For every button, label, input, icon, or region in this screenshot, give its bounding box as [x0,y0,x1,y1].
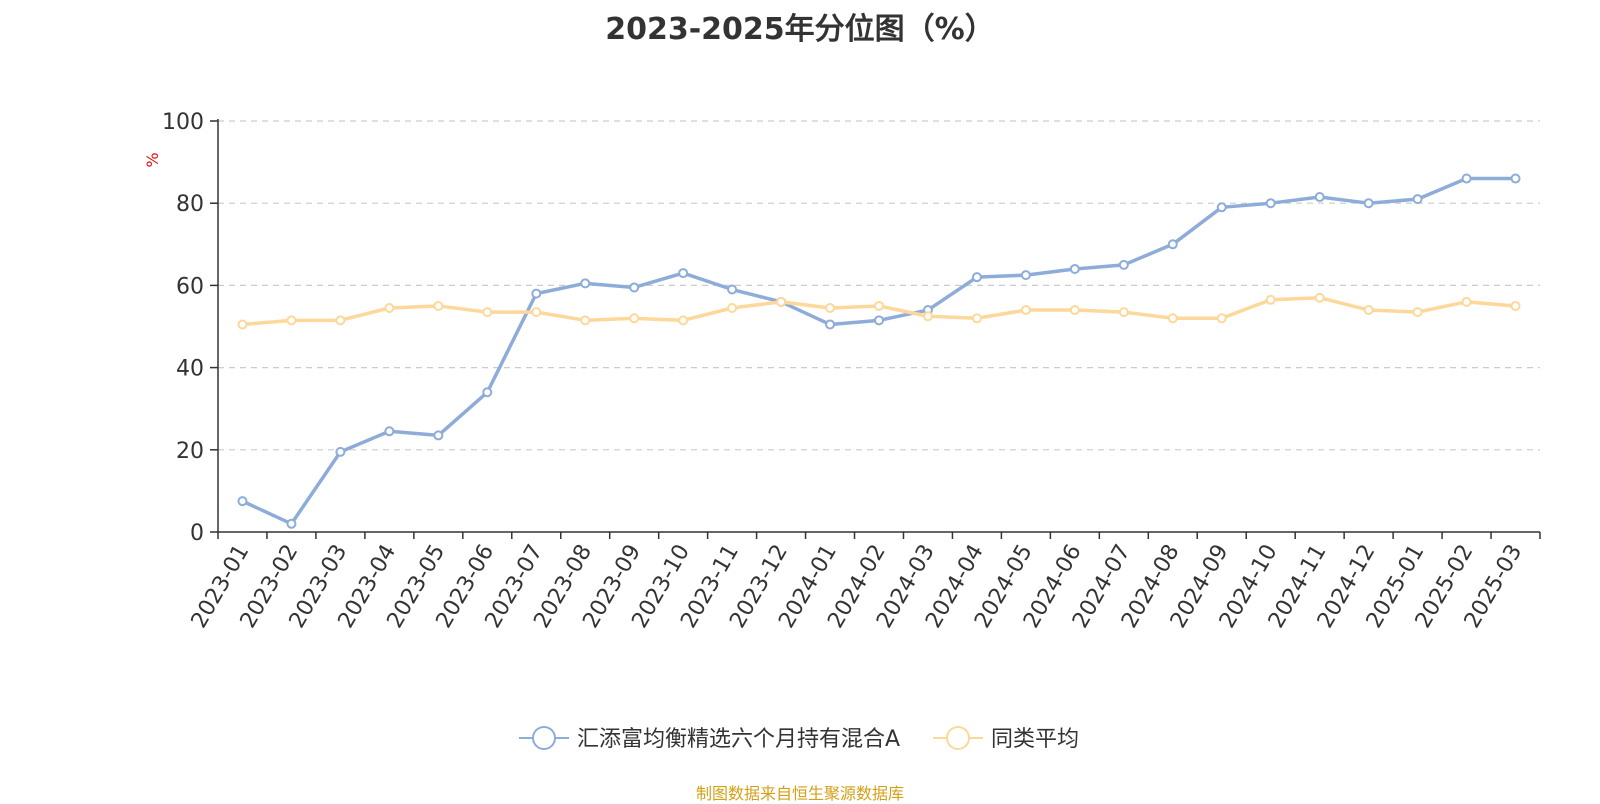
legend-item[interactable]: 同类平均 [933,726,1079,752]
data-point [874,315,884,326]
grid-lines [218,120,1540,451]
data-point [1216,313,1227,324]
data-point [727,284,738,295]
data-point [1167,313,1178,324]
data-point [335,315,346,326]
y-tick-label: 100 [162,110,204,135]
data-point [971,272,982,283]
data-point [1020,305,1031,316]
data-point [1216,202,1227,213]
data-point [1412,307,1423,318]
data-point [335,446,346,457]
data-point [482,307,493,318]
legend-label: 汇添富均衡精选六个月持有混合A [577,727,900,752]
data-point [531,307,542,318]
data-point [922,311,933,322]
data-point [237,319,248,330]
data-point [482,387,493,398]
legend-label: 同类平均 [991,727,1079,752]
y-tick-label: 0 [190,521,204,546]
series-line [241,176,1516,526]
series-1 [237,173,1521,529]
data-point [433,300,444,311]
data-point [580,278,591,289]
data-point [727,303,738,314]
data-point [1510,173,1521,184]
data-point [1363,305,1374,316]
data-point [825,319,836,330]
data-point [384,426,395,437]
data-point [1412,194,1423,205]
data-point [531,288,542,299]
y-tick-label: 20 [176,439,204,464]
legend[interactable]: 汇添富均衡精选六个月持有混合A 同类平均 [519,726,1079,752]
data-point [776,296,787,307]
data-point [1461,296,1472,307]
data-point [678,268,689,279]
data-point [629,313,640,324]
data-point [678,315,689,326]
y-tick-label: 60 [176,274,204,299]
data-point [825,303,836,314]
data-point [1363,198,1374,209]
series-lines [237,173,1521,529]
data-point [384,303,395,314]
data-point [1461,173,1472,184]
data-point [1020,270,1031,281]
data-point [286,315,297,326]
data-point [1118,307,1129,318]
chart-title: 2023-2025年分位图（%） [605,12,995,47]
data-point [971,313,982,324]
legend-marker [532,726,556,750]
legend-item[interactable]: 汇添富均衡精选六个月持有混合A [519,726,900,752]
data-point [237,496,248,507]
y-axis-unit-label: % [143,152,162,167]
data-point [1314,192,1325,203]
data-point [286,518,297,529]
data-point [1167,239,1178,250]
data-point [874,300,884,311]
data-point [1069,263,1080,274]
y-tick-label: 80 [176,192,204,217]
data-point [629,282,640,293]
data-point [1265,294,1276,305]
data-point [580,315,591,326]
data-point [1069,305,1080,316]
series-2 [237,292,1521,330]
data-point [433,430,444,441]
axes: 0204060801002023-012023-022023-032023-04… [162,110,1541,632]
data-point [1118,259,1129,270]
legend-marker [946,726,970,750]
y-tick-label: 40 [176,357,204,382]
data-point [1510,300,1521,311]
data-point [1314,292,1325,303]
source-note: 制图数据来自恒生聚源数据库 [695,784,904,803]
data-point [1265,198,1276,209]
